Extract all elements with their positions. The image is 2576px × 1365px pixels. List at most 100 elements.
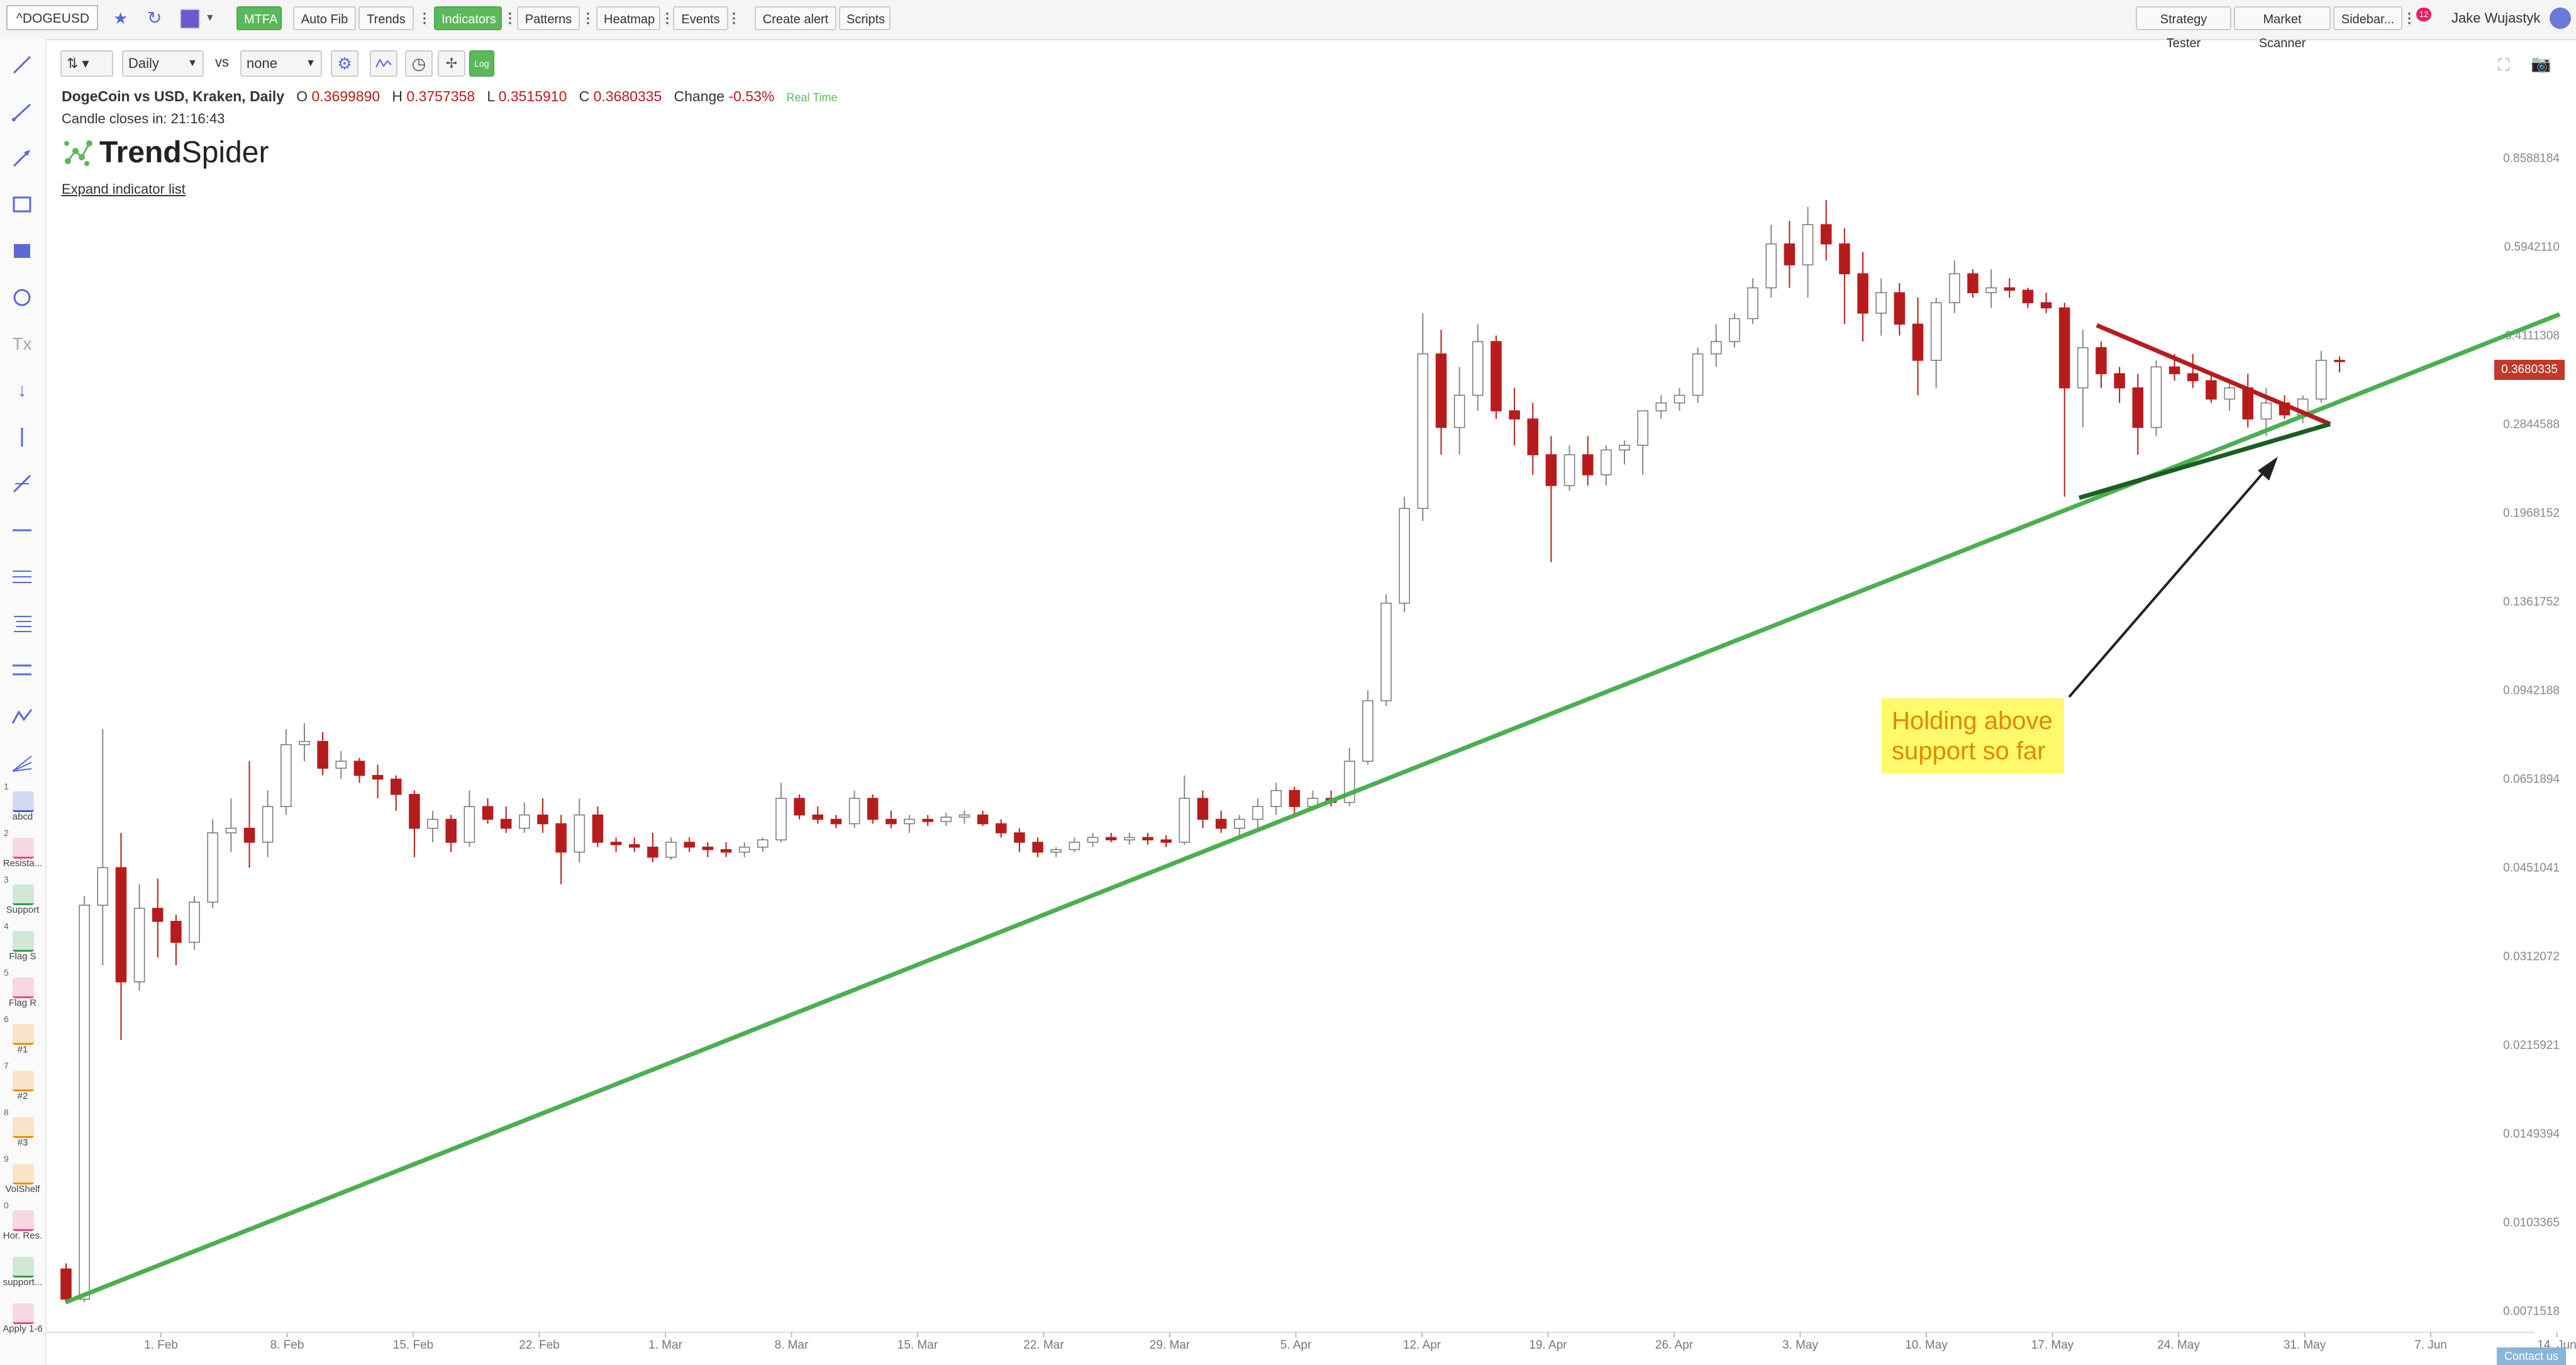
notification-icon[interactable]: 12: [2416, 6, 2438, 30]
rectangle-tool-icon[interactable]: [8, 190, 36, 219]
chevron-down-icon[interactable]: ▼: [205, 13, 215, 23]
y-tick-label: 0.1968152: [2503, 506, 2560, 520]
filled-rectangle-icon[interactable]: [8, 237, 36, 265]
annotation-note[interactable]: Holding above support so far: [1882, 698, 2064, 774]
drawings[interactable]: [64, 312, 2561, 1305]
candle-body: [1142, 837, 1153, 840]
x-tick-label: 24. May: [2157, 1339, 2200, 1352]
slot-number: 2: [4, 828, 9, 838]
favorite-slot[interactable]: 0 Hor. Res.: [0, 1200, 45, 1247]
support-trendline[interactable]: [64, 312, 2561, 1305]
favorite-slot[interactable]: support...: [0, 1247, 45, 1293]
refresh-icon[interactable]: ↻: [147, 8, 162, 28]
heatmap-button[interactable]: Heatmap: [596, 6, 660, 30]
symbol-input[interactable]: ^DOGEUSD: [6, 5, 98, 30]
expand-indicator-link[interactable]: Expand indicator list: [62, 181, 186, 197]
wave-icon[interactable]: [370, 50, 397, 77]
candle-body: [1912, 323, 1924, 361]
settings-gear-icon[interactable]: ⚙: [331, 50, 358, 77]
timeframe-value: Daily: [128, 55, 159, 71]
y-tick-label: 0.8588184: [2503, 152, 2560, 165]
channel-tool-icon[interactable]: [8, 655, 36, 684]
sidebar-button[interactable]: Sidebar...: [2333, 6, 2402, 30]
market-scanner-button[interactable]: Market Scanner: [2234, 6, 2331, 50]
slot-icon: [13, 1164, 34, 1184]
user-name[interactable]: Jake Wujastyk: [2451, 10, 2541, 26]
candle-body: [243, 827, 255, 843]
favorite-slot[interactable]: 4 Flag S: [0, 921, 45, 967]
patterns-button[interactable]: Patterns: [517, 6, 580, 30]
favorite-slot[interactable]: 3 Support: [0, 874, 45, 921]
down-arrow-icon[interactable]: ↓: [17, 380, 27, 401]
log-scale-button[interactable]: Log: [469, 50, 494, 77]
trends-menu-icon[interactable]: ⋮: [418, 10, 431, 26]
avatar[interactable]: [2550, 8, 2571, 29]
crosshair-icon[interactable]: ✢: [438, 50, 465, 77]
candle-body: [1087, 837, 1099, 843]
pennant-resistance-line[interactable]: [2096, 323, 2331, 426]
indicators-button[interactable]: Indicators: [434, 6, 502, 30]
heatmap-menu-icon[interactable]: ⋮: [660, 10, 674, 26]
candle-body: [115, 867, 127, 983]
line-tool-icon[interactable]: [8, 50, 36, 79]
color-picker[interactable]: [180, 9, 200, 29]
annotation-arrow[interactable]: [2068, 471, 2265, 698]
patterns-menu-icon[interactable]: ⋮: [581, 10, 595, 26]
candle-body: [1967, 273, 1979, 294]
trends-button[interactable]: Trends: [358, 6, 414, 30]
events-button[interactable]: Events: [673, 6, 728, 30]
slot-icon: [13, 884, 34, 905]
camera-icon[interactable]: 📷: [2531, 54, 2551, 73]
vertical-line-icon[interactable]: [8, 423, 36, 452]
favorite-slot[interactable]: 5 Flag R: [0, 967, 45, 1014]
create-alert-button[interactable]: Create alert: [755, 6, 836, 30]
favorite-slot[interactable]: 9 VolShelf: [0, 1154, 45, 1200]
compare-select[interactable]: none ▼: [240, 50, 322, 77]
favorite-slot[interactable]: 8 #3: [0, 1107, 45, 1154]
slot-icon: [13, 1303, 34, 1324]
gann-fan-icon[interactable]: [8, 749, 36, 777]
indicators-menu-icon[interactable]: ⋮: [503, 10, 517, 26]
favorite-slot[interactable]: 7 #2: [0, 1061, 45, 1107]
crosshair-tool-icon[interactable]: [8, 469, 36, 498]
y-tick-label: 0.0071518: [2503, 1305, 2560, 1318]
pennant-support-line[interactable]: [2079, 421, 2331, 500]
change-label: Change: [674, 88, 725, 104]
star-icon[interactable]: ★: [113, 9, 128, 28]
favorite-slot[interactable]: 1 abcd: [0, 781, 45, 828]
favorite-slot[interactable]: Apply 1-6: [0, 1293, 45, 1340]
fullscreen-icon[interactable]: ⛶: [2498, 55, 2510, 74]
auto-fib-button[interactable]: Auto Fib: [293, 6, 356, 30]
favorite-slot[interactable]: 6 #1: [0, 1014, 45, 1061]
fib-extension-icon[interactable]: [8, 609, 36, 638]
candle-body: [1289, 789, 1301, 807]
x-tick-label: 31. May: [2284, 1339, 2326, 1352]
slot-number: 4: [4, 921, 9, 931]
high-value: 0.3757358: [406, 88, 475, 104]
fib-retracement-icon[interactable]: [8, 562, 36, 591]
candle-body: [1729, 318, 1740, 342]
close-label: C: [579, 88, 590, 104]
strategy-tester-button[interactable]: Strategy Tester: [2136, 6, 2231, 50]
scripts-button[interactable]: Scripts: [839, 6, 891, 30]
polyline-tool-icon[interactable]: [8, 702, 36, 731]
candle-body: [390, 778, 402, 795]
events-menu-icon[interactable]: ⋮: [727, 10, 741, 26]
candle-body: [1582, 454, 1594, 476]
arrow-tool-icon[interactable]: [8, 143, 36, 172]
timeframe-select[interactable]: Daily ▼: [122, 50, 204, 77]
ellipse-tool-icon[interactable]: [8, 283, 36, 312]
contact-us-button[interactable]: Contact us: [2497, 1347, 2566, 1365]
mtfa-button[interactable]: MTFA: [236, 6, 282, 30]
slot-icon: [13, 838, 34, 859]
text-tool-icon[interactable]: Tx: [12, 334, 32, 354]
clock-icon[interactable]: ◷: [405, 50, 433, 77]
candle-body: [775, 798, 787, 840]
sidebar-menu-icon[interactable]: ⋮: [2402, 10, 2416, 26]
horizontal-line-icon[interactable]: [8, 516, 36, 545]
chart-type-select[interactable]: ⇅ ▾: [60, 50, 113, 77]
favorite-slot[interactable]: 2 Resista...: [0, 828, 45, 874]
ray-tool-icon[interactable]: [8, 97, 36, 126]
slot-label: Flag S: [9, 951, 36, 962]
